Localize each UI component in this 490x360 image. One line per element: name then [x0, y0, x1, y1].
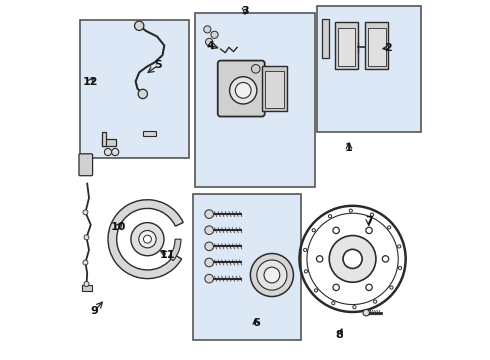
Text: 10: 10 — [111, 222, 126, 231]
Circle shape — [382, 256, 389, 262]
Circle shape — [211, 31, 218, 39]
Bar — [262, 66, 287, 111]
Bar — [101, 132, 106, 146]
Circle shape — [135, 21, 144, 31]
Circle shape — [205, 226, 214, 234]
Text: 5: 5 — [154, 60, 162, 70]
Text: 7: 7 — [365, 216, 372, 226]
Wedge shape — [169, 239, 181, 261]
Text: 2: 2 — [385, 43, 392, 53]
Circle shape — [205, 242, 214, 251]
Text: 6: 6 — [252, 319, 260, 328]
Wedge shape — [108, 200, 183, 279]
Bar — [338, 28, 355, 66]
Circle shape — [251, 64, 260, 73]
Circle shape — [398, 245, 401, 248]
Bar — [265, 71, 285, 108]
Circle shape — [390, 286, 393, 289]
Circle shape — [144, 235, 151, 243]
Text: 1: 1 — [345, 143, 353, 153]
Circle shape — [328, 215, 332, 218]
Bar — [195, 13, 315, 187]
Circle shape — [138, 89, 147, 99]
Circle shape — [398, 266, 402, 270]
Text: 12: 12 — [82, 77, 98, 87]
Circle shape — [250, 253, 294, 297]
Circle shape — [333, 284, 339, 291]
Circle shape — [112, 148, 119, 156]
Circle shape — [366, 284, 372, 291]
Bar — [322, 19, 329, 58]
Text: 11: 11 — [160, 250, 175, 260]
Circle shape — [205, 210, 214, 219]
Bar — [365, 22, 389, 69]
Circle shape — [388, 226, 391, 229]
Circle shape — [312, 229, 316, 232]
Circle shape — [303, 248, 307, 252]
Bar — [80, 21, 190, 158]
Circle shape — [131, 222, 164, 256]
Bar — [143, 131, 156, 136]
Circle shape — [205, 258, 214, 267]
Bar — [82, 285, 92, 291]
Text: 4: 4 — [207, 41, 215, 50]
FancyBboxPatch shape — [79, 154, 93, 176]
Circle shape — [315, 289, 318, 292]
Text: 3: 3 — [241, 6, 249, 16]
Circle shape — [329, 235, 376, 282]
Circle shape — [205, 39, 213, 45]
Circle shape — [84, 282, 89, 287]
Text: 8: 8 — [336, 330, 343, 340]
Circle shape — [317, 256, 323, 262]
Bar — [101, 139, 116, 146]
Circle shape — [304, 270, 308, 273]
Circle shape — [257, 260, 287, 290]
Text: 9: 9 — [91, 306, 98, 316]
Circle shape — [332, 302, 335, 305]
Circle shape — [235, 82, 251, 98]
Bar — [317, 6, 421, 132]
Circle shape — [83, 260, 88, 265]
Circle shape — [366, 227, 372, 234]
Circle shape — [84, 235, 89, 240]
Circle shape — [353, 306, 356, 309]
Circle shape — [349, 209, 352, 212]
Circle shape — [139, 230, 156, 248]
Circle shape — [83, 210, 88, 215]
Circle shape — [363, 310, 369, 316]
Circle shape — [264, 267, 280, 283]
FancyBboxPatch shape — [218, 60, 265, 117]
Circle shape — [205, 274, 214, 283]
Circle shape — [373, 300, 377, 303]
Circle shape — [204, 26, 211, 33]
Circle shape — [230, 77, 257, 104]
Bar — [193, 194, 300, 339]
Circle shape — [104, 148, 112, 156]
Circle shape — [333, 227, 339, 234]
Bar — [335, 22, 358, 69]
Circle shape — [343, 249, 362, 269]
Circle shape — [370, 213, 373, 216]
Bar — [368, 28, 386, 66]
